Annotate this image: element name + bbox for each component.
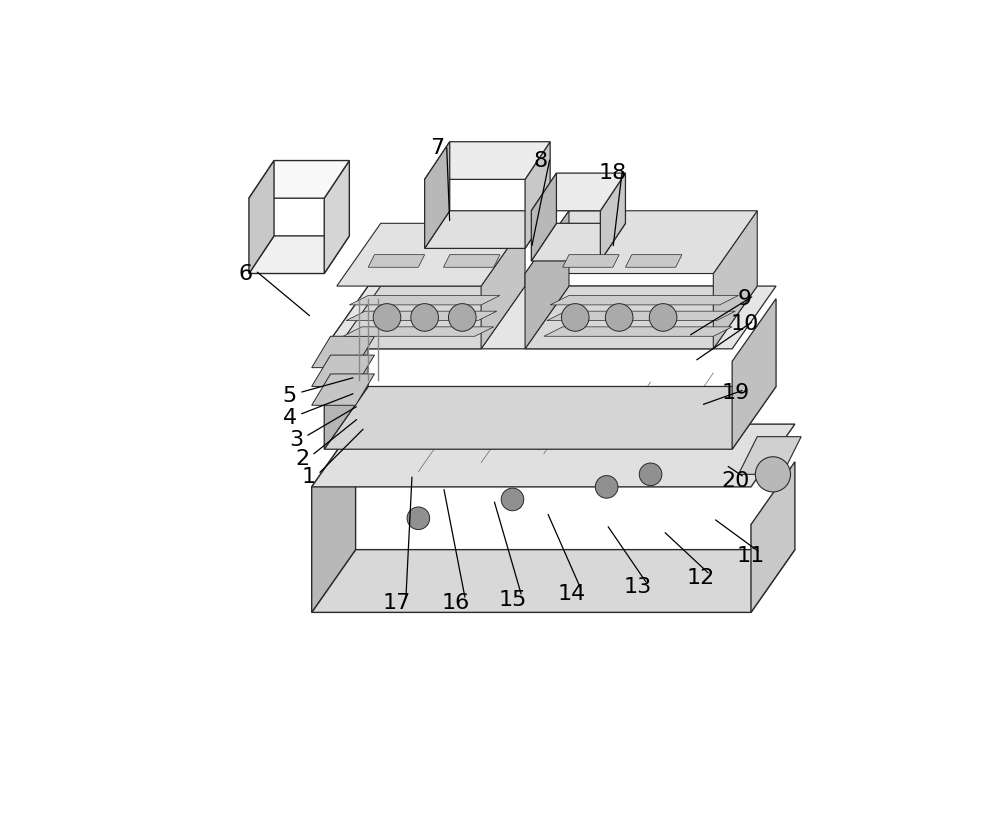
- Polygon shape: [563, 254, 619, 267]
- Polygon shape: [625, 254, 682, 267]
- Circle shape: [407, 507, 430, 530]
- Polygon shape: [525, 142, 550, 249]
- Circle shape: [755, 456, 791, 492]
- Polygon shape: [550, 296, 738, 305]
- Text: 9: 9: [738, 289, 752, 309]
- Polygon shape: [324, 286, 776, 349]
- Circle shape: [411, 304, 438, 331]
- Polygon shape: [324, 286, 368, 449]
- Text: 13: 13: [624, 577, 652, 597]
- Text: 18: 18: [599, 163, 627, 183]
- Circle shape: [501, 488, 524, 511]
- Polygon shape: [346, 311, 497, 320]
- Polygon shape: [425, 211, 550, 249]
- Polygon shape: [312, 424, 795, 487]
- Polygon shape: [443, 254, 500, 267]
- Polygon shape: [312, 374, 374, 405]
- Circle shape: [373, 304, 401, 331]
- Text: 6: 6: [239, 263, 253, 284]
- Text: 20: 20: [721, 470, 749, 491]
- Circle shape: [605, 304, 633, 331]
- Polygon shape: [368, 254, 425, 267]
- Polygon shape: [249, 161, 349, 198]
- Polygon shape: [751, 462, 795, 612]
- Text: 19: 19: [721, 383, 749, 403]
- Text: 2: 2: [295, 448, 309, 469]
- Polygon shape: [324, 386, 776, 449]
- Polygon shape: [324, 161, 349, 274]
- Polygon shape: [738, 437, 801, 474]
- Text: 3: 3: [289, 430, 303, 450]
- Text: 10: 10: [731, 314, 759, 333]
- Polygon shape: [547, 311, 735, 320]
- Circle shape: [448, 304, 476, 331]
- Polygon shape: [249, 236, 349, 274]
- Polygon shape: [481, 223, 525, 349]
- Polygon shape: [531, 223, 625, 261]
- Polygon shape: [312, 355, 374, 386]
- Polygon shape: [525, 211, 757, 274]
- Circle shape: [595, 476, 618, 498]
- Text: 12: 12: [687, 568, 715, 588]
- Text: 14: 14: [558, 584, 586, 604]
- Circle shape: [649, 304, 677, 331]
- Polygon shape: [343, 327, 494, 337]
- Polygon shape: [732, 298, 776, 449]
- Polygon shape: [312, 337, 374, 368]
- Polygon shape: [600, 173, 625, 261]
- Text: 17: 17: [382, 593, 411, 613]
- Polygon shape: [525, 211, 569, 349]
- Polygon shape: [525, 286, 757, 349]
- Text: 16: 16: [442, 593, 470, 613]
- Polygon shape: [349, 296, 500, 305]
- Polygon shape: [337, 223, 525, 286]
- Polygon shape: [713, 211, 757, 349]
- Polygon shape: [531, 173, 625, 211]
- Polygon shape: [337, 286, 525, 349]
- Polygon shape: [249, 161, 274, 274]
- Text: 11: 11: [737, 546, 765, 566]
- Polygon shape: [312, 424, 356, 612]
- Circle shape: [561, 304, 589, 331]
- Polygon shape: [544, 327, 732, 337]
- Text: 5: 5: [283, 385, 297, 406]
- Text: 1: 1: [301, 468, 316, 487]
- Polygon shape: [425, 142, 450, 249]
- Polygon shape: [312, 549, 795, 612]
- Text: 15: 15: [498, 590, 527, 610]
- Polygon shape: [425, 142, 550, 179]
- Text: 7: 7: [430, 138, 444, 158]
- Circle shape: [639, 463, 662, 486]
- Text: 8: 8: [534, 151, 548, 170]
- Polygon shape: [531, 173, 556, 261]
- Text: 4: 4: [283, 408, 297, 428]
